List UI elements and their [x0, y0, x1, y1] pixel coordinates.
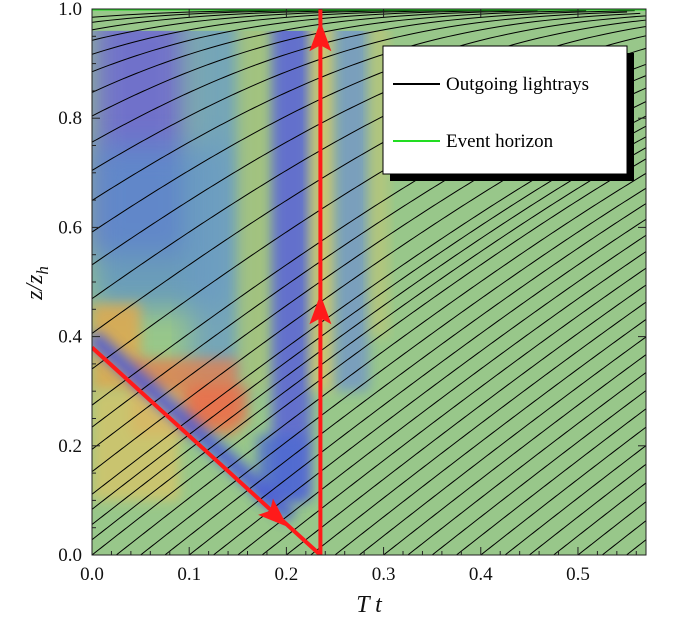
lightray	[601, 520, 646, 555]
red-path-arrow	[309, 294, 332, 325]
x-axis: 0.0 0.1 0.2 0.3 0.4 0.5	[80, 9, 637, 585]
lightray	[334, 318, 646, 555]
lightray	[92, 10, 587, 117]
heatmap-patch	[189, 385, 248, 424]
lightray	[92, 9, 507, 31]
x-tick-label: 0.5	[566, 564, 590, 585]
red-path-arrow	[258, 498, 288, 527]
x-tick-label: 0.0	[80, 564, 104, 585]
heatmap-patch	[237, 9, 272, 392]
lightray	[431, 389, 646, 555]
lightray	[577, 501, 646, 555]
red-trajectory	[92, 9, 332, 555]
legend-box	[382, 45, 628, 175]
x-tick-label: 0.3	[372, 564, 396, 585]
lightray	[92, 9, 459, 23]
heatmap-patch	[310, 9, 335, 392]
x-tick-label: 0.4	[469, 564, 493, 585]
heatmap-field	[92, 9, 646, 523]
y-tick-label: 0.0	[58, 545, 82, 566]
y-tick-label: 0.8	[58, 108, 82, 129]
y-tick-label: 1.0	[58, 0, 82, 20]
lightray	[140, 187, 646, 555]
red-path-arrow	[309, 21, 332, 52]
lightray	[286, 284, 646, 555]
x-tick-label: 0.1	[177, 564, 201, 585]
legend-label-event-horizon: Event horizon	[446, 131, 554, 152]
lightray	[92, 125, 646, 510]
y-tick-label: 0.4	[58, 327, 82, 348]
lightray	[92, 136, 646, 526]
y-axis-title-subscript: h	[33, 266, 52, 275]
heatmap-patch	[271, 9, 311, 501]
lightray	[92, 11, 628, 172]
legend-label-outgoing-lightrays: Outgoing lightrays	[446, 74, 589, 95]
lightray	[310, 301, 646, 555]
lightray	[115, 172, 646, 555]
lightray	[188, 218, 646, 555]
heatmap-ridge	[92, 330, 297, 523]
lightray	[92, 147, 646, 541]
x-axis-title: T t	[356, 592, 383, 617]
heatmap-patch	[334, 9, 369, 392]
lightray	[504, 444, 646, 555]
lightray	[358, 336, 646, 555]
lightray	[92, 10, 538, 93]
lightray	[92, 9, 556, 41]
lightray	[92, 9, 646, 73]
lightray	[92, 9, 604, 55]
lightray	[92, 158, 646, 555]
lightray	[553, 482, 646, 555]
y-axis: 0.0 0.2 0.4 0.6 0.8 1.0	[58, 0, 646, 566]
y-axis-title: z/zh	[22, 266, 52, 301]
lightray	[261, 267, 646, 555]
lightray	[407, 371, 646, 555]
lightray	[237, 250, 646, 555]
lightray	[480, 426, 646, 555]
y-tick-label: 0.2	[58, 436, 82, 457]
lightray	[529, 463, 646, 555]
lightray	[383, 354, 646, 555]
lightray	[92, 9, 410, 18]
x-tick-label: 0.2	[275, 564, 299, 585]
lightray	[213, 234, 646, 555]
y-tick-label: 0.6	[58, 217, 82, 238]
lightray	[164, 202, 646, 555]
lightray	[456, 408, 646, 555]
legend: Outgoing lightrays Event horizon	[382, 45, 634, 181]
lightray	[92, 10, 635, 143]
